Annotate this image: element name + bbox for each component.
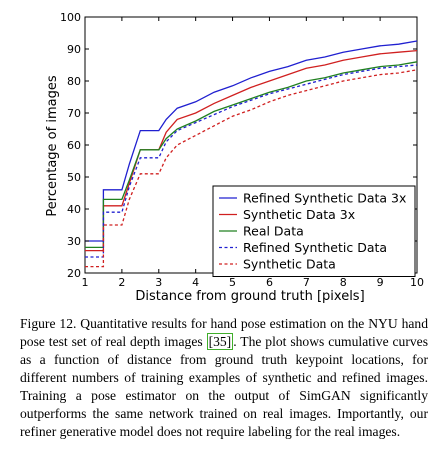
line-chart: 1 2 3 4 5 6 7 8 9 10 20 30 40 50 60 70 80 90 100 Distance … xyxy=(45,11,424,304)
legend-label: Synthetic Data 3x xyxy=(243,207,355,222)
x-tick-label: 5 xyxy=(229,276,236,289)
x-tick-label: 10 xyxy=(410,276,424,289)
x-tick-label: 8 xyxy=(340,276,347,289)
legend-label: Refined Synthetic Data 3x xyxy=(243,191,406,206)
figure-caption: Figure 12. Quantitative results for hand… xyxy=(20,315,428,441)
x-tick-label: 7 xyxy=(303,276,310,289)
x-tick-label: 6 xyxy=(266,276,273,289)
legend-label: Synthetic Data xyxy=(243,257,336,272)
y-tick-label: 70 xyxy=(67,107,81,120)
x-tick-label: 3 xyxy=(155,276,162,289)
x-axis-label: Distance from ground truth [pixels] xyxy=(135,289,364,304)
legend-label: Real Data xyxy=(243,224,304,239)
y-tick-label: 20 xyxy=(67,267,81,280)
y-tick-label: 50 xyxy=(67,171,81,184)
y-tick-label: 40 xyxy=(67,203,81,216)
caption-prefix: Figure 12. Quantitative results for hand… xyxy=(20,316,428,349)
series-line-3 xyxy=(85,61,418,249)
y-tick-label: 60 xyxy=(67,139,81,152)
legend-label: Refined Synthetic Data xyxy=(243,240,387,255)
legend-box xyxy=(212,185,416,277)
y-axis-label: Percentage of images xyxy=(45,75,60,216)
series-line-5 xyxy=(85,69,418,268)
citation-link[interactable]: [35] xyxy=(206,333,234,350)
series-layer xyxy=(85,40,418,268)
series-line-4 xyxy=(85,64,418,258)
y-tick-label: 80 xyxy=(67,75,81,88)
x-tick-label: 2 xyxy=(118,276,125,289)
x-tick-label: 4 xyxy=(192,276,199,289)
y-tick-label: 100 xyxy=(60,11,81,24)
series-line-1 xyxy=(85,40,418,242)
x-tick-label: 9 xyxy=(377,276,384,289)
caption-suffix: . The plot shows cumulative curves as a … xyxy=(20,334,428,439)
x-tick-label: 1 xyxy=(82,276,89,289)
y-tick-label: 30 xyxy=(67,235,81,248)
y-tick-label: 90 xyxy=(67,43,81,56)
series-line-2 xyxy=(85,49,418,252)
